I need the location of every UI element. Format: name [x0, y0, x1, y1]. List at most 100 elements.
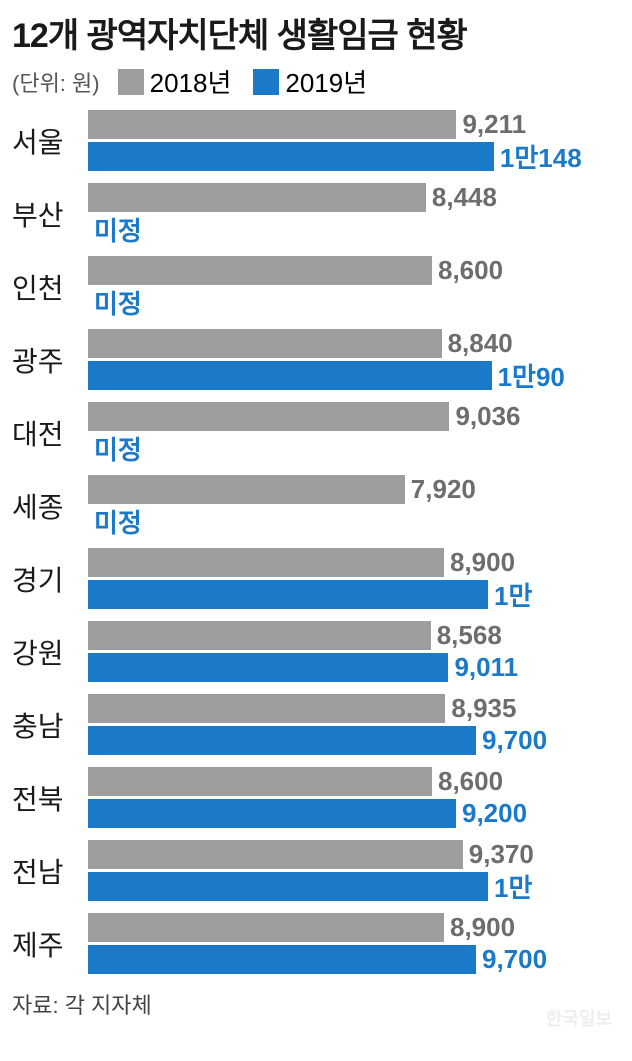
bar-2019 — [88, 799, 456, 828]
category-label: 전북 — [12, 778, 80, 818]
unit-label: (단위: 원) — [12, 66, 100, 98]
bar-2018 — [88, 402, 449, 431]
category-label: 인천 — [12, 267, 80, 307]
chart-title: 12개 광역자치단체 생활임금 현황 — [12, 8, 620, 57]
bar-line-2018: 8,935 — [88, 694, 620, 723]
bar-line-2019: 미정 — [88, 434, 620, 463]
bar-2018 — [88, 840, 463, 869]
bar-2018 — [88, 110, 456, 139]
value-2019: 9,700 — [482, 944, 547, 975]
value-2018: 7,920 — [411, 474, 476, 505]
category-label: 제주 — [12, 924, 80, 964]
legend-2019-label: 2019년 — [285, 63, 367, 100]
bar-group: 8,9001만 — [88, 548, 620, 609]
value-2019: 9,011 — [454, 652, 518, 683]
bar-2018 — [88, 913, 444, 942]
bar-line-2019: 미정 — [88, 507, 620, 536]
bar-2018 — [88, 621, 431, 650]
bar-group: 8,9009,700 — [88, 913, 620, 974]
legend-2018-swatch — [118, 69, 144, 95]
chart-row: 경기8,9001만 — [12, 548, 620, 609]
category-label: 부산 — [12, 194, 80, 234]
value-2018: 8,448 — [432, 182, 497, 213]
chart-row: 강원 8,5689,011 — [12, 621, 620, 682]
chart-row: 광주8,8401만90 — [12, 329, 620, 390]
value-2019: 1만 — [494, 576, 532, 613]
value-2018: 8,935 — [451, 693, 516, 724]
bar-line-2019: 9,011 — [88, 653, 620, 682]
chart-row: 대전9,036미정 — [12, 402, 620, 463]
source-label: 자료: 각 지자체 — [12, 988, 620, 1020]
value-2019-undetermined: 미정 — [94, 284, 142, 321]
value-2019-undetermined: 미정 — [94, 211, 142, 248]
bar-line-2019: 미정 — [88, 288, 620, 317]
bar-line-2018: 8,600 — [88, 767, 620, 796]
value-2019: 9,700 — [482, 725, 547, 756]
value-2018: 8,840 — [448, 328, 513, 359]
value-2018: 8,600 — [438, 766, 503, 797]
bar-line-2018: 8,448 — [88, 183, 620, 212]
chart-row: 부산8,448미정 — [12, 183, 620, 244]
category-label: 대전 — [12, 413, 80, 453]
legend-2019: 2019년 — [253, 63, 367, 100]
value-2018: 9,036 — [455, 401, 520, 432]
legend-2018: 2018년 — [118, 63, 232, 100]
category-label: 전남 — [12, 851, 80, 891]
bar-line-2018: 9,211 — [88, 110, 620, 139]
value-2019: 9,200 — [462, 798, 527, 829]
bar-group: 9,036미정 — [88, 402, 620, 463]
bar-2018 — [88, 256, 432, 285]
chart-row: 제주8,9009,700 — [12, 913, 620, 974]
bar-line-2019: 1만 — [88, 580, 620, 609]
bar-line-2019: 9,200 — [88, 799, 620, 828]
chart-row: 서울9,2111만148 — [12, 110, 620, 171]
category-label: 충남 — [12, 705, 80, 745]
bar-2019 — [88, 945, 476, 974]
category-label: 세종 — [12, 486, 80, 526]
bar-2019 — [88, 580, 488, 609]
bar-2018 — [88, 329, 442, 358]
bar-line-2018: 9,036 — [88, 402, 620, 431]
bar-chart: 서울9,2111만148부산8,448미정인천8,600미정광주8,8401만9… — [12, 110, 620, 974]
bar-2019 — [88, 653, 448, 682]
value-2018: 9,370 — [469, 839, 534, 870]
bar-group: 9,2111만148 — [88, 110, 620, 171]
value-2019-undetermined: 미정 — [94, 503, 142, 540]
bar-2019 — [88, 142, 494, 171]
value-2018: 8,568 — [437, 620, 502, 651]
bar-2018 — [88, 475, 405, 504]
value-2018: 8,900 — [450, 912, 515, 943]
bar-group: 8,448미정 — [88, 183, 620, 244]
value-2018: 8,900 — [450, 547, 515, 578]
bar-line-2019: 9,700 — [88, 726, 620, 755]
value-2019: 1만90 — [498, 357, 565, 394]
category-label: 경기 — [12, 559, 80, 599]
bar-group: 8,600미정 — [88, 256, 620, 317]
bar-group: 7,920미정 — [88, 475, 620, 536]
value-2019: 1만 — [494, 868, 532, 905]
chart-row: 충남8,9359,700 — [12, 694, 620, 755]
category-label: 강원 — [12, 632, 80, 672]
category-label: 광주 — [12, 340, 80, 380]
bar-2018 — [88, 548, 444, 577]
bar-2018 — [88, 694, 445, 723]
bar-line-2018: 9,370 — [88, 840, 620, 869]
bar-line-2018: 8,840 — [88, 329, 620, 358]
bar-line-2018: 8,900 — [88, 913, 620, 942]
value-2018: 9,211 — [462, 109, 526, 140]
chart-row: 전북 8,6009,200 — [12, 767, 620, 828]
bar-line-2018: 7,920 — [88, 475, 620, 504]
bar-line-2019: 1만148 — [88, 142, 620, 171]
value-2018: 8,600 — [438, 255, 503, 286]
bar-line-2018: 8,568 — [88, 621, 620, 650]
legend-2018-label: 2018년 — [150, 63, 232, 100]
chart-row: 세종7,920미정 — [12, 475, 620, 536]
bar-line-2019: 1만 — [88, 872, 620, 901]
legend-2019-swatch — [253, 69, 279, 95]
bar-line-2019: 9,700 — [88, 945, 620, 974]
bar-2018 — [88, 767, 432, 796]
bar-2019 — [88, 726, 476, 755]
bar-group: 8,9359,700 — [88, 694, 620, 755]
bar-group: 9,3701만 — [88, 840, 620, 901]
bar-2019 — [88, 872, 488, 901]
